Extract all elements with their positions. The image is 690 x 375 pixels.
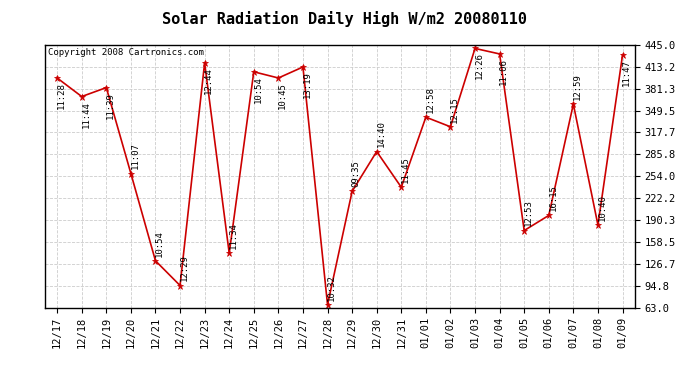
Text: 11:44: 11:44 [81, 101, 90, 128]
Text: 10:54: 10:54 [155, 230, 164, 256]
Text: 12:58: 12:58 [426, 86, 435, 113]
Text: 10:32: 10:32 [327, 274, 336, 301]
Text: 12:59: 12:59 [573, 73, 582, 100]
Text: 11:47: 11:47 [622, 60, 631, 86]
Text: 10:45: 10:45 [278, 82, 287, 109]
Text: Copyright 2008 Cartronics.com: Copyright 2008 Cartronics.com [48, 48, 204, 57]
Text: 11:34: 11:34 [229, 222, 238, 249]
Text: 13:19: 13:19 [303, 71, 312, 98]
Text: 11:28: 11:28 [57, 82, 66, 109]
Text: 10:40: 10:40 [598, 194, 607, 221]
Text: 12:29: 12:29 [179, 255, 188, 281]
Text: 10:54: 10:54 [253, 76, 262, 103]
Text: 12:15: 12:15 [450, 96, 459, 123]
Text: 11:07: 11:07 [130, 142, 139, 170]
Text: 11:45: 11:45 [401, 156, 410, 183]
Text: 16:15: 16:15 [549, 184, 558, 211]
Text: 14:40: 14:40 [376, 120, 385, 147]
Text: 11:39: 11:39 [106, 92, 115, 118]
Text: 12:26: 12:26 [475, 53, 484, 80]
Text: Solar Radiation Daily High W/m2 20080110: Solar Radiation Daily High W/m2 20080110 [163, 11, 527, 27]
Text: 12:53: 12:53 [524, 200, 533, 226]
Text: 12:44: 12:44 [204, 67, 213, 94]
Text: 09:35: 09:35 [352, 160, 361, 187]
Text: 11:06: 11:06 [500, 58, 509, 85]
